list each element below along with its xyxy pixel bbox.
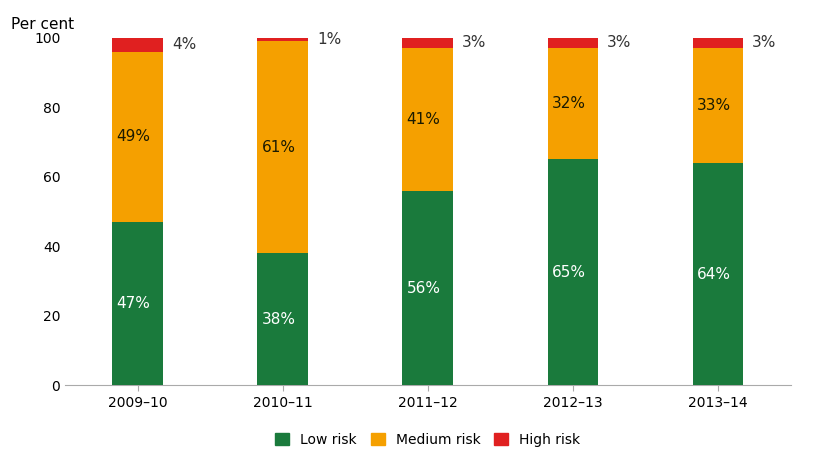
Text: 47%: 47% (117, 296, 150, 311)
Text: 33%: 33% (697, 98, 731, 113)
Text: 3%: 3% (607, 35, 632, 50)
Text: 56%: 56% (407, 281, 441, 296)
Bar (112, 222, 163, 385)
Bar (693, 48, 743, 163)
Text: Per cent: Per cent (11, 17, 74, 32)
Legend: Low risk, Medium risk, High risk: Low risk, Medium risk, High risk (270, 427, 586, 452)
Bar (693, 163, 743, 385)
Text: 32%: 32% (552, 96, 586, 111)
Bar (403, 38, 453, 48)
Bar (403, 191, 453, 385)
Text: 3%: 3% (462, 35, 487, 50)
Bar (112, 38, 163, 52)
Text: 3%: 3% (752, 35, 777, 50)
Bar (403, 48, 453, 191)
Bar (548, 38, 598, 48)
Bar (258, 253, 308, 385)
Bar (112, 52, 163, 222)
Text: 65%: 65% (552, 265, 586, 280)
Bar (258, 38, 308, 41)
Text: 4%: 4% (172, 37, 196, 52)
Text: 49%: 49% (117, 129, 151, 144)
Text: 61%: 61% (262, 140, 296, 155)
Bar (258, 41, 308, 253)
Bar (548, 48, 598, 159)
Bar (548, 159, 598, 385)
Text: 64%: 64% (697, 266, 731, 282)
Text: 1%: 1% (317, 32, 341, 47)
Bar (693, 38, 743, 48)
Text: 38%: 38% (262, 312, 296, 327)
Text: 41%: 41% (407, 112, 440, 127)
